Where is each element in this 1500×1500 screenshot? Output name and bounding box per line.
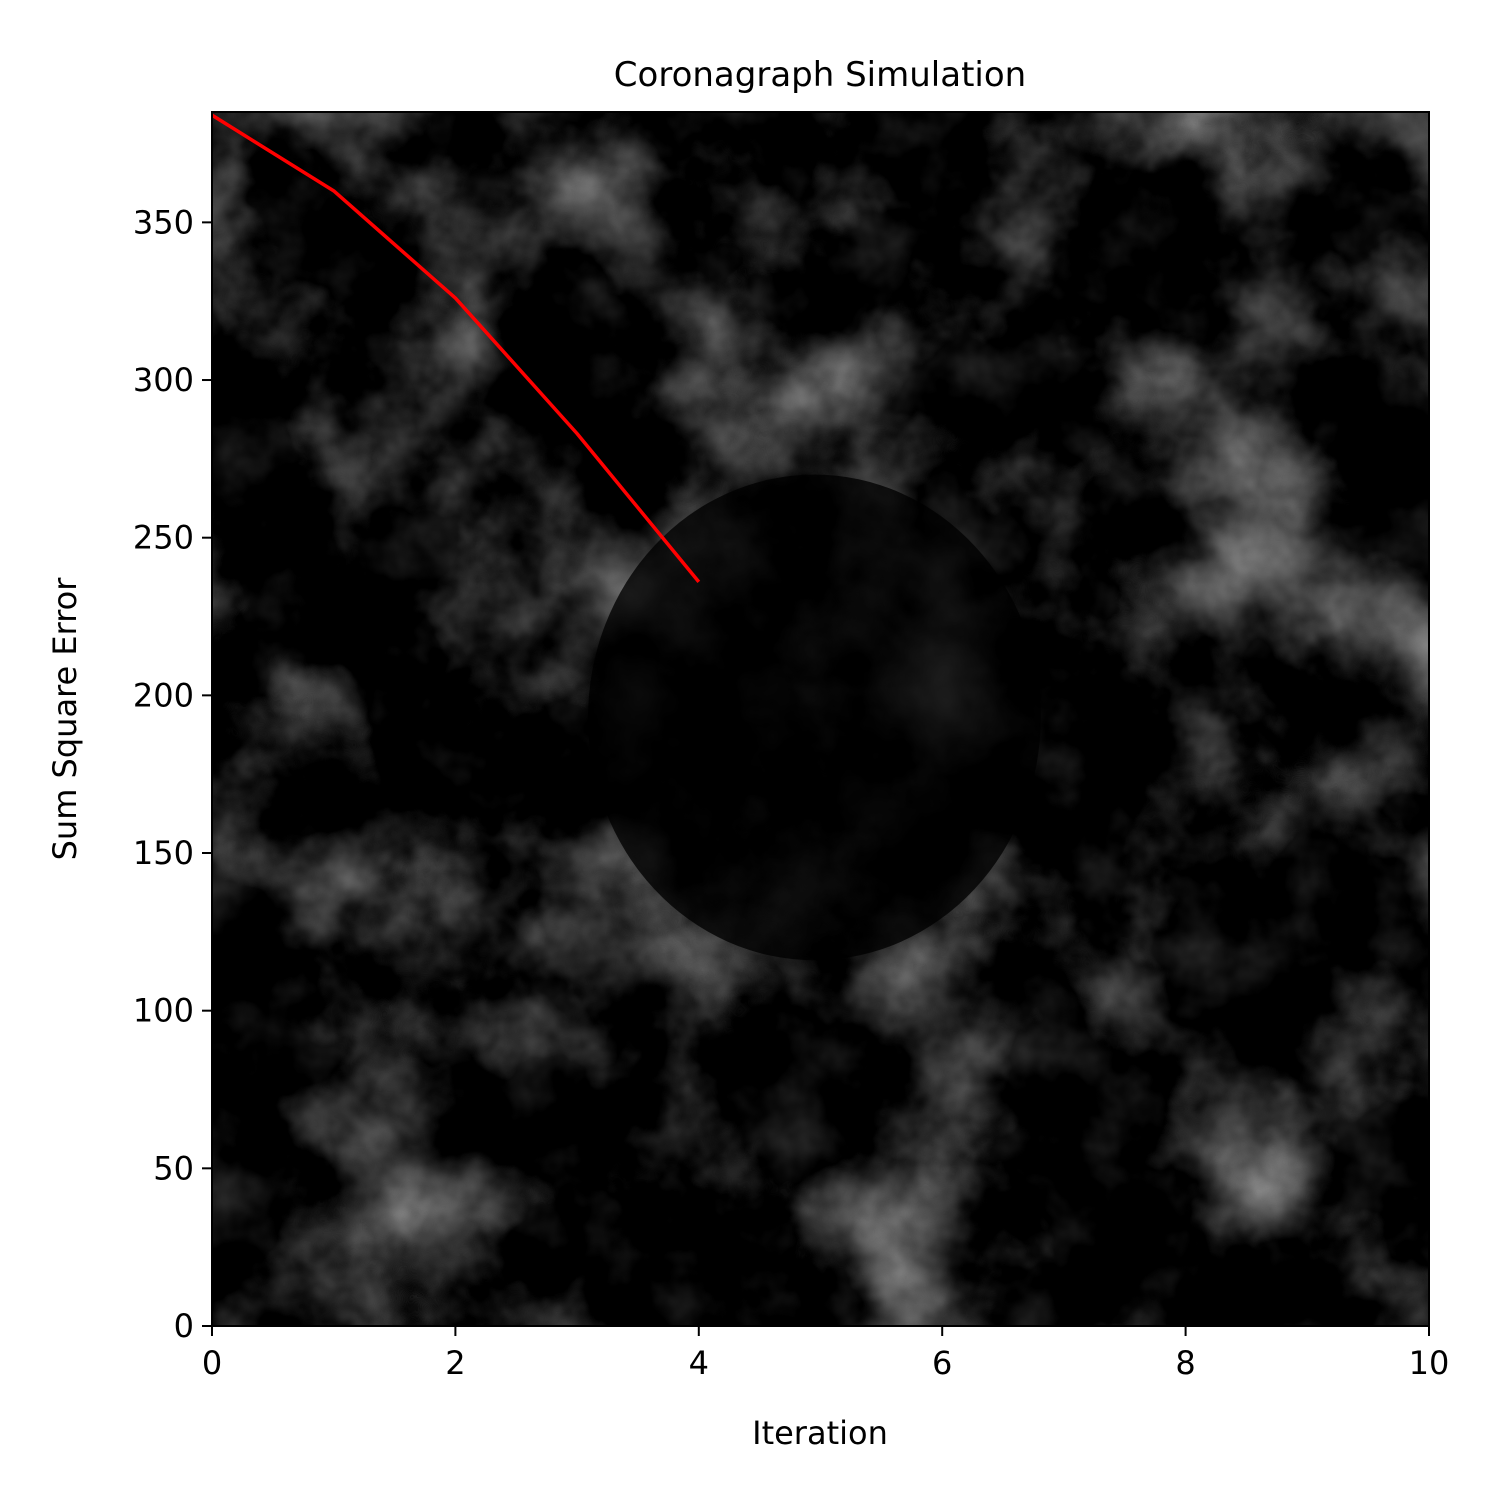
plot-area xyxy=(212,112,1429,1326)
y-tick-label: 300 xyxy=(133,361,194,399)
y-tick-label: 150 xyxy=(133,834,194,872)
chart-title: Coronagraph Simulation xyxy=(614,55,1026,95)
y-tick-label: 200 xyxy=(133,676,194,714)
y-tick-label: 0 xyxy=(174,1307,194,1345)
y-tick-label: 250 xyxy=(133,519,194,557)
x-tick-label: 2 xyxy=(445,1344,465,1382)
y-axis-ticks: 0 50 100 150 200 250 300 350 xyxy=(133,203,212,1345)
x-tick-label: 10 xyxy=(1409,1344,1450,1382)
x-tick-label: 8 xyxy=(1175,1344,1195,1382)
x-axis-label: Iteration xyxy=(752,1414,888,1452)
series-line xyxy=(212,113,701,583)
x-tick-label: 0 xyxy=(202,1344,222,1382)
x-axis-ticks: 0 2 4 6 8 10 xyxy=(202,1326,1450,1382)
occulter-disk xyxy=(588,474,1041,961)
y-axis-label: Sum Square Error xyxy=(46,577,84,861)
y-tick-label: 350 xyxy=(133,203,194,241)
plot-frame xyxy=(211,111,1430,1327)
x-tick-label: 6 xyxy=(932,1344,952,1382)
x-tick-label: 4 xyxy=(689,1344,709,1382)
y-tick-label: 100 xyxy=(133,992,194,1030)
y-tick-label: 50 xyxy=(153,1149,194,1187)
